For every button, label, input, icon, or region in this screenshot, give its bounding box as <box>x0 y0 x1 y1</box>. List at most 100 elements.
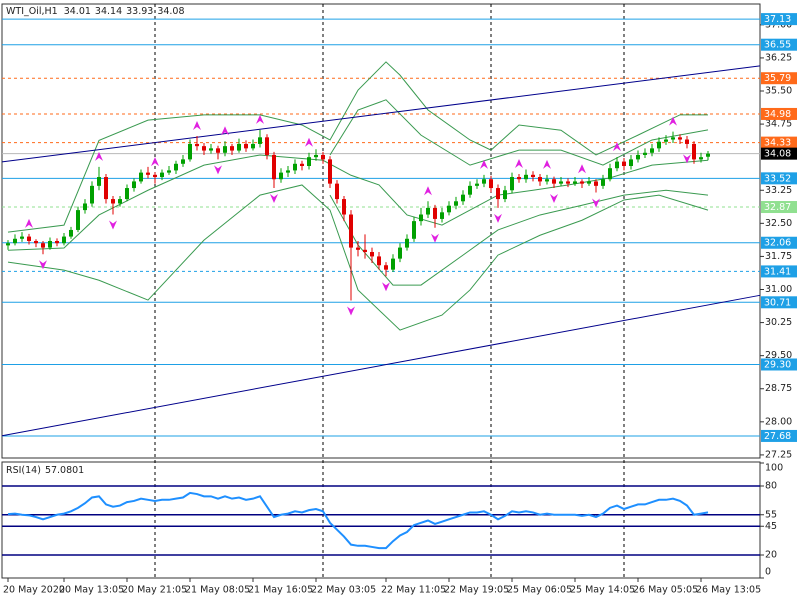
fractal-up <box>578 164 586 174</box>
candle-body <box>321 154 325 160</box>
candle-body <box>643 152 647 155</box>
fractal-up <box>193 121 201 131</box>
candle-body <box>461 194 465 202</box>
y-tick-label: 28.75 <box>765 383 792 394</box>
candle-body <box>615 161 619 169</box>
fractal-down <box>431 233 439 243</box>
candle-body <box>664 139 668 142</box>
candle-body <box>335 183 339 200</box>
fractal-down <box>683 154 691 164</box>
level-label: 35.79 <box>764 73 791 84</box>
candle-body <box>328 159 332 184</box>
candle-body <box>69 229 73 237</box>
candle-body <box>594 181 598 186</box>
fractal-up <box>543 159 551 169</box>
candle-body <box>692 143 696 160</box>
fractal-up <box>151 157 159 167</box>
level-label-box <box>761 147 797 160</box>
candle-body <box>573 181 577 184</box>
level-label-box <box>761 265 797 278</box>
rsi-value: 57.0801 <box>45 465 84 476</box>
candle-body <box>272 154 276 180</box>
y-tick-label: 80 <box>765 481 777 492</box>
candle-body <box>146 172 150 175</box>
rsi-line <box>7 491 709 550</box>
y-tick-label: 100 <box>765 463 783 474</box>
level-label: 37.13 <box>764 14 791 25</box>
bollinger-band <box>329 189 709 286</box>
level-label-box <box>761 429 797 442</box>
fractal-up <box>480 159 488 169</box>
x-tick-label: 22 May 11:05 <box>381 585 446 596</box>
bollinger-band <box>7 61 708 233</box>
candle-body <box>419 214 423 222</box>
price-panel <box>1 3 761 459</box>
candle-body <box>545 179 549 182</box>
candle-body <box>342 199 346 215</box>
candle-body <box>433 207 437 219</box>
candle-body <box>538 177 542 182</box>
candle-body <box>90 185 94 204</box>
candle-body <box>13 238 17 244</box>
candle-body <box>293 163 297 171</box>
fractal-up <box>613 142 621 152</box>
candle-body <box>188 143 192 160</box>
fractal-up <box>256 114 264 124</box>
candle-body <box>104 177 108 200</box>
candle-body <box>230 146 234 151</box>
level-label: 32.06 <box>764 238 791 249</box>
fractal-down <box>214 165 222 175</box>
candle-body <box>265 137 269 155</box>
y-tick-label: 55 <box>765 509 777 520</box>
candle-body <box>503 190 507 200</box>
candle-body <box>111 199 115 204</box>
candle-body <box>622 161 626 166</box>
candle-body <box>258 137 262 144</box>
candle-body <box>489 179 493 189</box>
candle-body <box>496 188 500 200</box>
level-label-box <box>761 136 797 149</box>
candle-body <box>76 210 80 230</box>
fractal-down <box>39 260 47 270</box>
y-tick-label: 20 <box>765 550 777 561</box>
candle-body <box>531 174 535 178</box>
close: 34.08 <box>157 6 184 17</box>
level-label: 34.98 <box>764 109 791 120</box>
x-tick-label: 26 May 05:05 <box>633 585 698 596</box>
level-label-box <box>761 72 797 85</box>
y-tick-label: 28.00 <box>765 416 792 427</box>
candle-body <box>524 174 528 180</box>
open: 34.01 <box>64 6 91 17</box>
candle-body <box>426 207 430 215</box>
fractal-up <box>305 137 313 147</box>
y-tick-label: 31.75 <box>765 251 792 262</box>
candle-body <box>356 247 360 250</box>
candle-body <box>384 265 388 270</box>
candle-body <box>678 137 682 140</box>
candle-body <box>699 157 703 160</box>
candle-body <box>251 143 255 149</box>
candle-body <box>552 179 556 184</box>
candle-body <box>566 181 570 184</box>
low: 33.93 <box>126 6 153 17</box>
candle-body <box>629 159 633 166</box>
candle-body <box>454 201 458 206</box>
candle-body <box>601 179 605 186</box>
candle-body <box>300 163 304 166</box>
candle-body <box>167 170 171 173</box>
candle-body <box>657 141 661 149</box>
candle-body <box>97 177 101 186</box>
fractal-down <box>592 198 600 208</box>
rsi-title: RSI(14) <box>6 465 41 476</box>
x-tick-label: 20 May 2020 <box>3 585 65 596</box>
candle-body <box>314 154 318 158</box>
fractal-down <box>494 213 502 223</box>
candle-body <box>559 181 563 184</box>
candle-body <box>706 153 710 157</box>
candle-body <box>48 240 52 248</box>
fractal-up <box>669 116 677 126</box>
candle-body <box>160 172 164 178</box>
fractal-up <box>221 126 229 136</box>
x-tick-label: 21 May 16:05 <box>248 585 313 596</box>
level-label: 34.33 <box>764 138 791 149</box>
